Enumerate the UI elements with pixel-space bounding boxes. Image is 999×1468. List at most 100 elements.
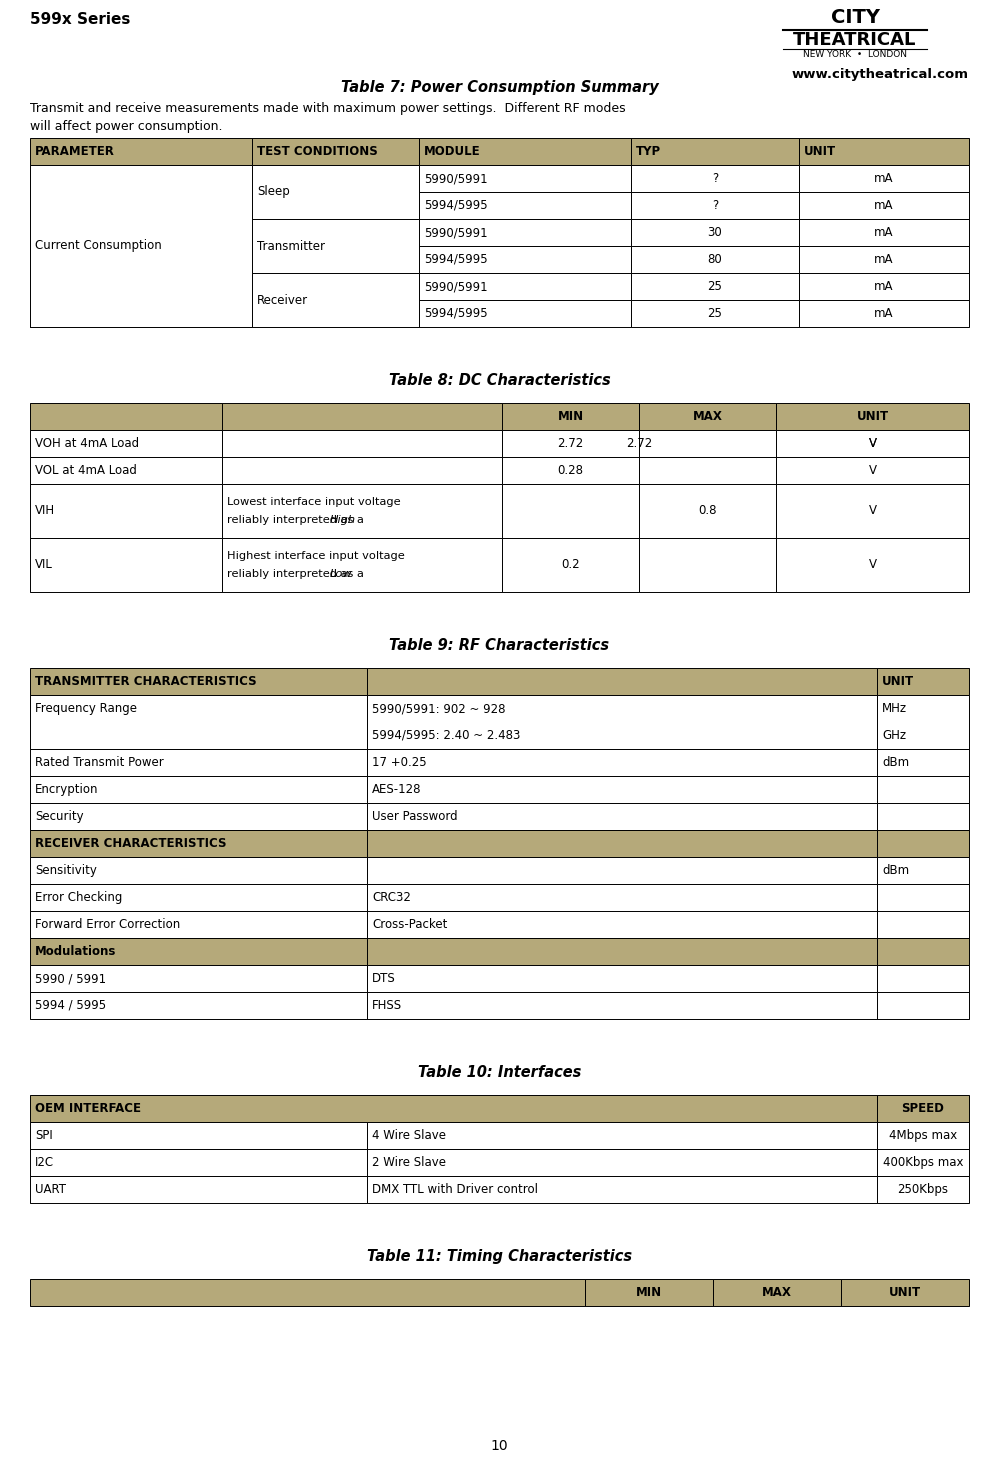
Bar [30, 749, 367, 777]
Text: Current Consumption: Current Consumption [35, 239, 162, 252]
Bar [252, 219, 419, 273]
Bar [631, 273, 799, 299]
Text: THEATRICAL: THEATRICAL [793, 31, 917, 48]
Text: reliably interpreted as a: reliably interpreted as a [227, 570, 368, 580]
Text: High: High [330, 515, 356, 526]
Bar [639, 404, 776, 430]
Bar [30, 430, 222, 457]
Bar [252, 299, 419, 327]
Text: Receiver: Receiver [257, 294, 308, 307]
Bar [877, 803, 969, 829]
Bar [639, 484, 776, 537]
Bar [877, 777, 969, 803]
Text: 17 +0.25: 17 +0.25 [372, 756, 427, 769]
Text: 5990/5991: 5990/5991 [424, 172, 488, 185]
Text: VIL: VIL [35, 558, 53, 571]
Bar [502, 430, 776, 457]
Bar [776, 430, 969, 457]
Bar [877, 1149, 969, 1176]
Bar [776, 430, 969, 457]
Bar [367, 1149, 877, 1176]
Text: V: V [868, 437, 876, 451]
Text: 5990 / 5991: 5990 / 5991 [35, 972, 106, 985]
Bar [30, 537, 222, 592]
Text: 5994/5995: 2.40 ~ 2.483: 5994/5995: 2.40 ~ 2.483 [372, 730, 520, 741]
Bar [502, 457, 639, 484]
Text: 30: 30 [707, 226, 722, 239]
Text: V: V [868, 437, 876, 451]
Text: UNIT: UNIT [882, 675, 914, 688]
Text: ?: ? [712, 200, 718, 211]
Bar [639, 430, 776, 457]
Bar [30, 1122, 367, 1149]
Bar [30, 164, 252, 192]
Bar [776, 484, 969, 537]
Text: VOL at 4mA Load: VOL at 4mA Load [35, 464, 137, 477]
Text: Encryption: Encryption [35, 782, 99, 796]
Bar [713, 1279, 841, 1307]
Bar [631, 247, 799, 273]
Text: 2.72: 2.72 [557, 437, 583, 451]
Bar [30, 803, 367, 829]
Text: 5994/5995: 5994/5995 [424, 307, 488, 320]
Bar [30, 829, 367, 857]
Text: 25: 25 [707, 280, 722, 294]
Text: mA: mA [874, 200, 894, 211]
Text: RECEIVER CHARACTERISTICS: RECEIVER CHARACTERISTICS [35, 837, 227, 850]
Bar [877, 857, 969, 884]
Text: Rated Transmit Power: Rated Transmit Power [35, 756, 164, 769]
Bar [877, 884, 969, 912]
Bar [631, 138, 799, 164]
Text: dBm: dBm [882, 865, 909, 876]
Bar [30, 1176, 367, 1202]
Text: will affect power consumption.: will affect power consumption. [30, 120, 223, 134]
Bar [367, 912, 877, 938]
Bar [30, 138, 252, 164]
Text: AES-128: AES-128 [372, 782, 422, 796]
Text: 4Mbps max: 4Mbps max [889, 1129, 957, 1142]
Text: www.citytheatrical.com: www.citytheatrical.com [792, 68, 969, 81]
Bar [367, 668, 877, 694]
Text: TYP: TYP [636, 145, 661, 159]
Bar [877, 1122, 969, 1149]
Text: 80: 80 [707, 252, 722, 266]
Bar [877, 1176, 969, 1202]
Text: TRANSMITTER CHARACTERISTICS: TRANSMITTER CHARACTERISTICS [35, 675, 257, 688]
Bar [30, 992, 367, 1019]
Text: 2.72: 2.72 [626, 437, 652, 451]
Text: 5994/5995: 5994/5995 [424, 252, 488, 266]
Bar [222, 430, 502, 457]
Bar [367, 694, 877, 749]
Text: 5990/5991: 5990/5991 [424, 280, 488, 294]
Text: 5990/5991: 5990/5991 [424, 226, 488, 239]
Bar [252, 164, 419, 192]
Bar [222, 537, 502, 592]
Bar [367, 884, 877, 912]
Bar [252, 138, 419, 164]
Bar [419, 192, 631, 219]
Bar [639, 457, 776, 484]
Bar [776, 404, 969, 430]
Bar [631, 219, 799, 247]
Bar [419, 138, 631, 164]
Text: Table 8: DC Characteristics: Table 8: DC Characteristics [389, 373, 610, 388]
Text: mA: mA [874, 172, 894, 185]
Text: PARAMETER: PARAMETER [35, 145, 115, 159]
Bar [877, 938, 969, 964]
Text: Highest interface input voltage: Highest interface input voltage [227, 550, 405, 561]
Bar [877, 829, 969, 857]
Text: Forward Error Correction: Forward Error Correction [35, 918, 180, 931]
Text: 599x Series: 599x Series [30, 12, 131, 26]
Text: Sensitivity: Sensitivity [35, 865, 97, 876]
Text: MAX: MAX [762, 1286, 792, 1299]
Bar [30, 1149, 367, 1176]
Bar [419, 299, 631, 327]
Text: CITY: CITY [830, 7, 879, 26]
Bar [631, 192, 799, 219]
Bar [367, 857, 877, 884]
Bar [419, 219, 631, 247]
Bar [877, 749, 969, 777]
Text: Modulations: Modulations [35, 945, 116, 959]
Bar [419, 164, 631, 192]
Bar [367, 803, 877, 829]
